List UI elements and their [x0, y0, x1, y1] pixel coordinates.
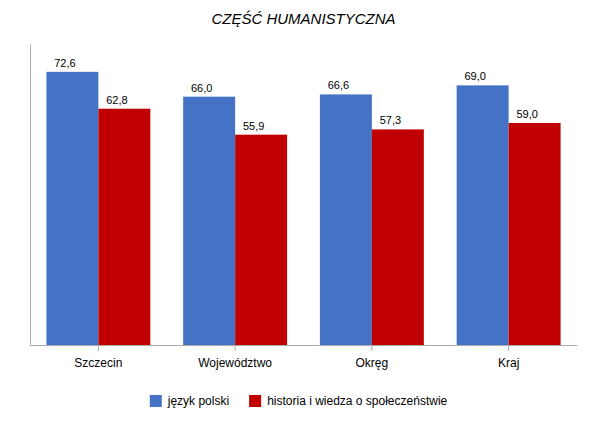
bar-series — [98, 109, 560, 345]
data-label-series: 72,6 66,0 66,6 69,0 — [54, 57, 486, 94]
x-axis-line — [31, 345, 578, 346]
data-label: 72,6 — [54, 57, 75, 69]
x-axis: Szczecin Województwo Okręg Kraj — [31, 345, 578, 370]
data-label: 69,0 — [464, 70, 485, 82]
chart: Szczecin Województwo Okręg Kraj 72,6 66,0 66,6… — [0, 0, 597, 429]
bar — [320, 94, 372, 345]
bar — [457, 85, 509, 345]
x-tick: Szczecin — [74, 345, 122, 370]
x-tick: Kraj — [498, 345, 519, 370]
data-label-series: 62,8 55,9 57,3 59,0 — [106, 94, 538, 132]
x-tick: Okręg — [356, 345, 389, 370]
bar — [509, 123, 561, 345]
bar — [235, 135, 287, 345]
bar — [183, 97, 235, 345]
legend-item: historia i wiedza o społeczeństwie — [249, 394, 447, 408]
data-label: 62,8 — [106, 94, 127, 106]
legend-label: historia i wiedza o społeczeństwie — [267, 394, 447, 408]
bar-series — [46, 72, 508, 345]
x-tick: Województwo — [198, 345, 272, 370]
bars — [46, 72, 560, 345]
legend-swatch — [249, 395, 261, 407]
bar — [372, 129, 424, 345]
data-label: 66,0 — [191, 82, 212, 94]
x-tick-label: Kraj — [498, 356, 519, 370]
x-tick-mark — [508, 345, 509, 351]
data-label: 59,0 — [516, 108, 537, 120]
legend-item: język polski — [150, 394, 229, 408]
x-tick-label: Województwo — [198, 356, 272, 370]
data-label: 57,3 — [380, 114, 401, 126]
x-tick-mark — [98, 345, 99, 351]
data-label: 55,9 — [243, 120, 264, 132]
y-axis-line — [30, 45, 31, 346]
x-tick-mark — [235, 345, 236, 351]
title: CZĘŚĆ HUMANISTYCZNA — [211, 10, 395, 27]
x-tick-label: Okręg — [356, 356, 389, 370]
legend-label: język polski — [167, 394, 229, 408]
legend: język polski historia i wiedza o społecze… — [150, 394, 448, 408]
bar — [46, 72, 98, 345]
data-labels: 72,6 66,0 66,6 69,0 62,8 55,9 57,3 59,0 — [54, 57, 538, 132]
data-label: 66,6 — [328, 79, 349, 91]
y-axis — [30, 45, 31, 346]
x-tick-label: Szczecin — [74, 356, 122, 370]
legend-swatch — [150, 395, 162, 407]
bar — [98, 109, 150, 345]
x-tick-mark — [371, 345, 372, 351]
